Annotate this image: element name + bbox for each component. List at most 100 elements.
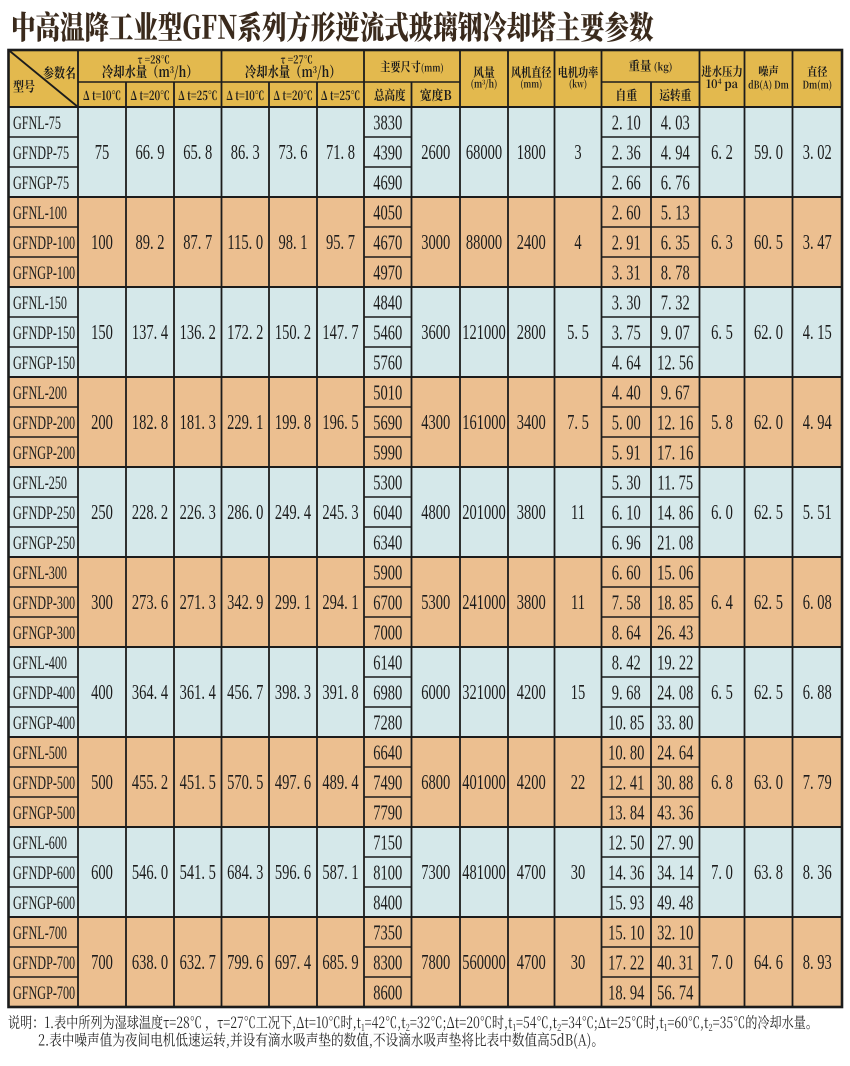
svg-text:1800: 1800: [517, 140, 546, 163]
svg-text:700: 700: [91, 950, 113, 973]
svg-text:6. 08: 6. 08: [803, 590, 832, 613]
svg-text:8100: 8100: [373, 861, 402, 884]
svg-text:49. 48: 49. 48: [657, 891, 693, 914]
svg-text:30. 88: 30. 88: [657, 771, 693, 794]
svg-text:6. 10: 6. 10: [612, 501, 641, 524]
svg-text:8400: 8400: [373, 891, 402, 914]
svg-text:43. 36: 43. 36: [657, 801, 693, 824]
svg-text:GFNGP-600: GFNGP-600: [13, 894, 75, 914]
svg-text:136. 2: 136. 2: [180, 320, 216, 343]
svg-text:685. 9: 685. 9: [322, 950, 358, 973]
svg-text:3830: 3830: [373, 111, 402, 134]
svg-text:60. 5: 60. 5: [754, 230, 783, 253]
svg-text:17. 16: 17. 16: [657, 441, 693, 464]
svg-text:GFNDP-100: GFNDP-100: [13, 234, 75, 254]
svg-text:229. 1: 229. 1: [227, 410, 263, 433]
svg-text:33. 80: 33. 80: [657, 711, 693, 734]
svg-text:6. 0: 6. 0: [711, 500, 733, 523]
svg-text:632. 7: 632. 7: [180, 950, 216, 973]
svg-text:12. 50: 12. 50: [608, 831, 644, 854]
svg-text:7280: 7280: [373, 711, 402, 734]
svg-text:18. 94: 18. 94: [608, 981, 644, 1004]
svg-text:GFNL-250: GFNL-250: [13, 474, 67, 494]
svg-text:22: 22: [571, 770, 585, 793]
svg-text:364. 4: 364. 4: [132, 680, 168, 703]
svg-text:100: 100: [91, 230, 113, 253]
svg-text:799. 6: 799. 6: [227, 950, 263, 973]
svg-text:5. 51: 5. 51: [803, 500, 832, 523]
svg-text:GFNGP-500: GFNGP-500: [13, 804, 75, 824]
svg-text:GFNDP-500: GFNDP-500: [13, 774, 75, 794]
svg-text:6000: 6000: [421, 680, 450, 703]
svg-text:5760: 5760: [373, 351, 402, 374]
svg-text:6. 8: 6. 8: [711, 770, 733, 793]
svg-text:226. 3: 226. 3: [180, 500, 216, 523]
svg-text:6700: 6700: [373, 591, 402, 614]
svg-text:71. 8: 71. 8: [326, 140, 355, 163]
svg-text:6. 5: 6. 5: [711, 680, 733, 703]
svg-text:4200: 4200: [517, 770, 546, 793]
svg-text:4690: 4690: [373, 171, 402, 194]
svg-text:250: 250: [91, 500, 113, 523]
svg-text:161000: 161000: [462, 410, 505, 433]
svg-text:115. 0: 115. 0: [227, 230, 263, 253]
svg-text:89. 2: 89. 2: [136, 230, 165, 253]
svg-text:GFNGP-200: GFNGP-200: [13, 444, 75, 464]
svg-text:6. 2: 6. 2: [711, 140, 733, 163]
svg-text:11: 11: [571, 590, 585, 613]
svg-text:2. 91: 2. 91: [612, 231, 641, 254]
svg-text:6140: 6140: [373, 651, 402, 674]
svg-text:62. 5: 62. 5: [754, 500, 783, 523]
svg-text:294. 1: 294. 1: [322, 590, 358, 613]
svg-text:6. 5: 6. 5: [711, 320, 733, 343]
svg-text:587. 1: 587. 1: [322, 860, 358, 883]
svg-text:3. 47: 3. 47: [803, 230, 832, 253]
svg-text:GFNGP-250: GFNGP-250: [13, 534, 75, 554]
svg-text:98. 1: 98. 1: [279, 230, 308, 253]
svg-text:3000: 3000: [421, 230, 450, 253]
svg-text:4840: 4840: [373, 291, 402, 314]
svg-text:2. 66: 2. 66: [612, 171, 641, 194]
svg-text:15. 06: 15. 06: [657, 561, 693, 584]
svg-text:596. 6: 596. 6: [275, 860, 311, 883]
svg-text:75: 75: [95, 140, 109, 163]
svg-text:32. 10: 32. 10: [657, 921, 693, 944]
svg-text:GFNDP-400: GFNDP-400: [13, 684, 75, 704]
svg-text:5300: 5300: [373, 471, 402, 494]
svg-text:30: 30: [571, 860, 585, 883]
svg-text:73. 6: 73. 6: [279, 140, 308, 163]
svg-text:5990: 5990: [373, 441, 402, 464]
svg-text:4970: 4970: [373, 261, 402, 284]
svg-text:6. 4: 6. 4: [711, 590, 733, 613]
svg-text:GFNL-600: GFNL-600: [13, 834, 67, 854]
svg-text:15. 93: 15. 93: [608, 891, 644, 914]
svg-text:5900: 5900: [373, 561, 402, 584]
svg-text:9. 07: 9. 07: [661, 321, 690, 344]
svg-text:401000: 401000: [462, 770, 505, 793]
svg-text:GFNL-200: GFNL-200: [13, 384, 67, 404]
svg-text:59. 0: 59. 0: [754, 140, 783, 163]
svg-text:12. 16: 12. 16: [657, 411, 693, 434]
svg-text:6. 76: 6. 76: [661, 171, 690, 194]
svg-text:391. 8: 391. 8: [322, 680, 358, 703]
svg-text:228. 2: 228. 2: [132, 500, 168, 523]
svg-text:6040: 6040: [373, 501, 402, 524]
svg-text:86. 3: 86. 3: [231, 140, 260, 163]
svg-text:8600: 8600: [373, 981, 402, 1004]
svg-text:6. 3: 6. 3: [711, 230, 733, 253]
svg-text:5010: 5010: [373, 381, 402, 404]
svg-text:24. 08: 24. 08: [657, 681, 693, 704]
svg-text:3800: 3800: [517, 590, 546, 613]
svg-text:GFNDP-600: GFNDP-600: [13, 864, 75, 884]
svg-text:66. 9: 66. 9: [136, 140, 165, 163]
svg-text:GFNDP-250: GFNDP-250: [13, 504, 75, 524]
svg-text:6340: 6340: [373, 531, 402, 554]
svg-text:481000: 481000: [462, 860, 505, 883]
svg-text:271. 3: 271. 3: [180, 590, 216, 613]
svg-text:26. 43: 26. 43: [657, 621, 693, 644]
svg-text:570. 5: 570. 5: [227, 770, 263, 793]
svg-text:4. 40: 4. 40: [612, 381, 641, 404]
svg-text:400: 400: [91, 680, 113, 703]
svg-text:8. 78: 8. 78: [661, 261, 690, 284]
svg-text:5300: 5300: [421, 590, 450, 613]
